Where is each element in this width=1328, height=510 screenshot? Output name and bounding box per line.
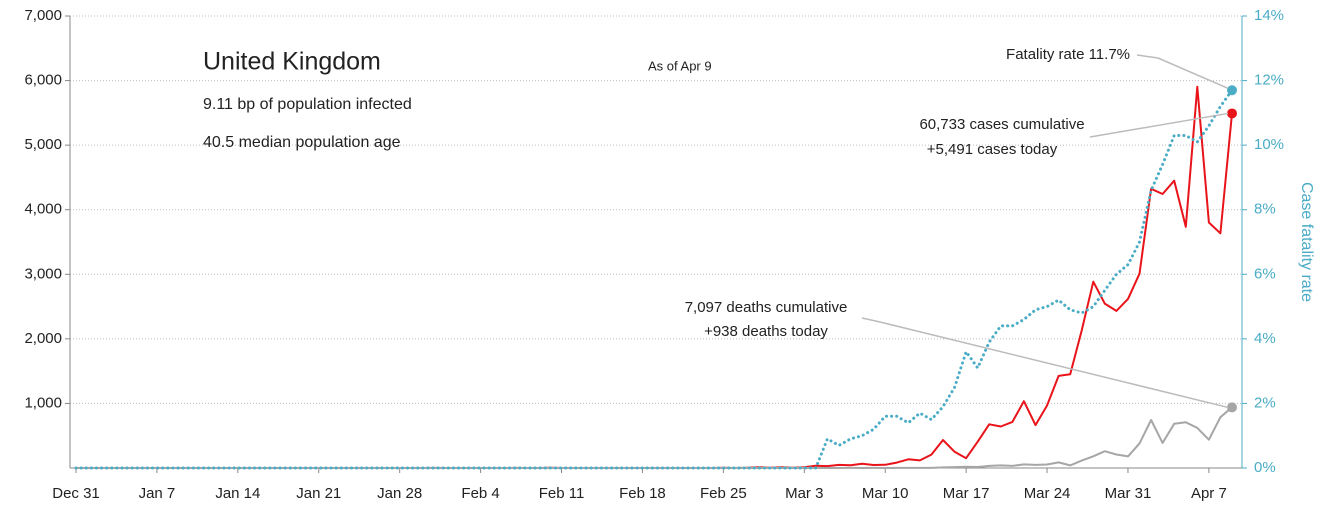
x-tick-label: Apr 7 (1191, 485, 1227, 502)
annotation: 60,733 cases cumulative (919, 116, 1084, 133)
y-tick-label: 2,000 (24, 330, 62, 347)
x-tick-label: Feb 18 (619, 485, 666, 502)
x-tick-label: Mar 3 (785, 485, 823, 502)
x-tick-label: Feb 4 (461, 485, 499, 502)
x-tick-label: Mar 17 (943, 485, 990, 502)
y-tick-label: 1,000 (24, 394, 62, 411)
x-tick-label: Mar 10 (862, 485, 909, 502)
annotation: As of Apr 9 (648, 58, 712, 73)
annotation: Fatality rate 11.7% (1006, 46, 1130, 63)
series-line (76, 406, 1233, 469)
y-tick-label: 5,000 (24, 136, 62, 153)
series-line (74, 88, 1234, 470)
x-tick-label: Dec 31 (52, 485, 100, 502)
annotation: +5,491 cases today (927, 141, 1058, 158)
y2-tick-label: 2% (1254, 394, 1276, 411)
y-tick-label: 6,000 (24, 72, 62, 89)
y-tick-label: 3,000 (24, 265, 62, 282)
annotation: 7,097 deaths cumulative (685, 299, 848, 316)
x-tick-label: Feb 11 (539, 485, 585, 502)
y2-tick-label: 12% (1254, 72, 1284, 89)
annotation: 9.11 bp of population infected (203, 96, 412, 113)
y-tick-label: 7,000 (24, 7, 62, 24)
y2-tick-label: 10% (1254, 136, 1284, 153)
x-tick-label: Mar 31 (1105, 485, 1152, 502)
x-tick-label: Jan 28 (377, 485, 422, 502)
end-marker (1227, 85, 1237, 96)
x-tick-label: Jan 14 (215, 485, 260, 502)
x-tick-label: Jan 21 (296, 485, 341, 502)
y2-axis-label: Case fatality rate (1298, 182, 1315, 302)
annotation: 40.5 median population age (203, 134, 401, 151)
leader-line (1089, 112, 1229, 138)
y2-tick-label: 6% (1254, 265, 1276, 282)
y2-tick-label: 0% (1254, 459, 1276, 476)
y2-tick-label: 14% (1254, 7, 1284, 24)
y2-tick-label: 4% (1254, 330, 1276, 347)
y-tick-label: 4,000 (24, 201, 62, 218)
chart-title: United Kingdom (203, 48, 381, 76)
y2-tick-label: 8% (1254, 201, 1276, 218)
leader-line (861, 317, 1229, 409)
x-tick-label: Mar 24 (1024, 485, 1071, 502)
x-tick-label: Jan 7 (139, 485, 176, 502)
x-tick-label: Feb 25 (700, 485, 747, 502)
leader-line (1136, 54, 1229, 89)
end-marker (1227, 108, 1237, 119)
end-marker (1227, 402, 1237, 413)
annotation: +938 deaths today (704, 323, 828, 340)
